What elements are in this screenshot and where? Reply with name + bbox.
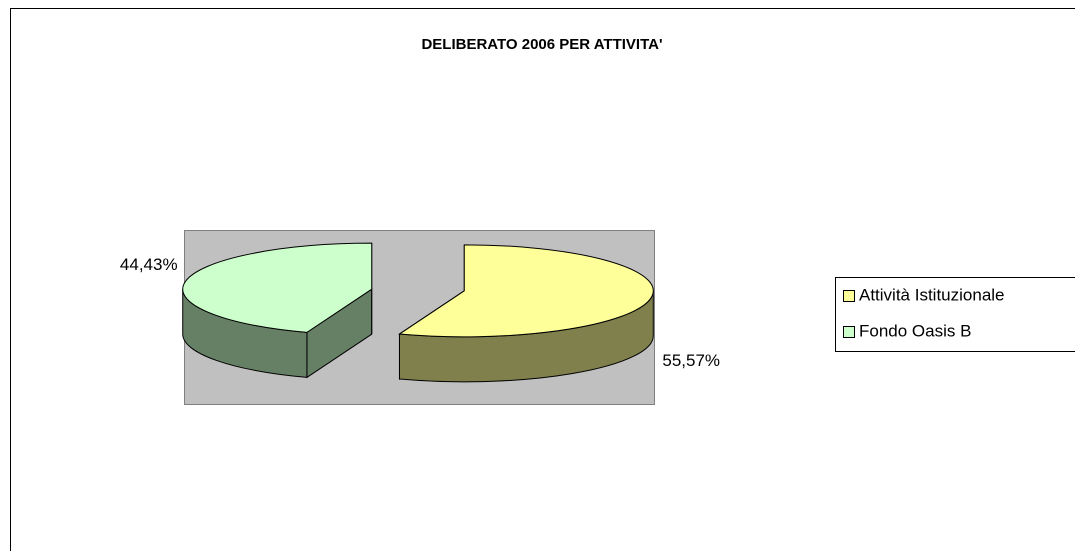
slice xyxy=(182,242,373,333)
chart-title: DELIBERATO 2006 PER ATTIVITA' xyxy=(421,36,662,53)
data-label: 55,57% xyxy=(662,351,720,370)
legend-label: Fondo Oasis B xyxy=(859,321,971,340)
legend-swatch xyxy=(843,290,855,302)
slice xyxy=(398,244,654,338)
legend-label: Attività Istituzionale xyxy=(859,285,1005,304)
legend xyxy=(835,277,1075,352)
data-label: 44,43% xyxy=(120,255,178,274)
legend-swatch xyxy=(843,326,855,338)
